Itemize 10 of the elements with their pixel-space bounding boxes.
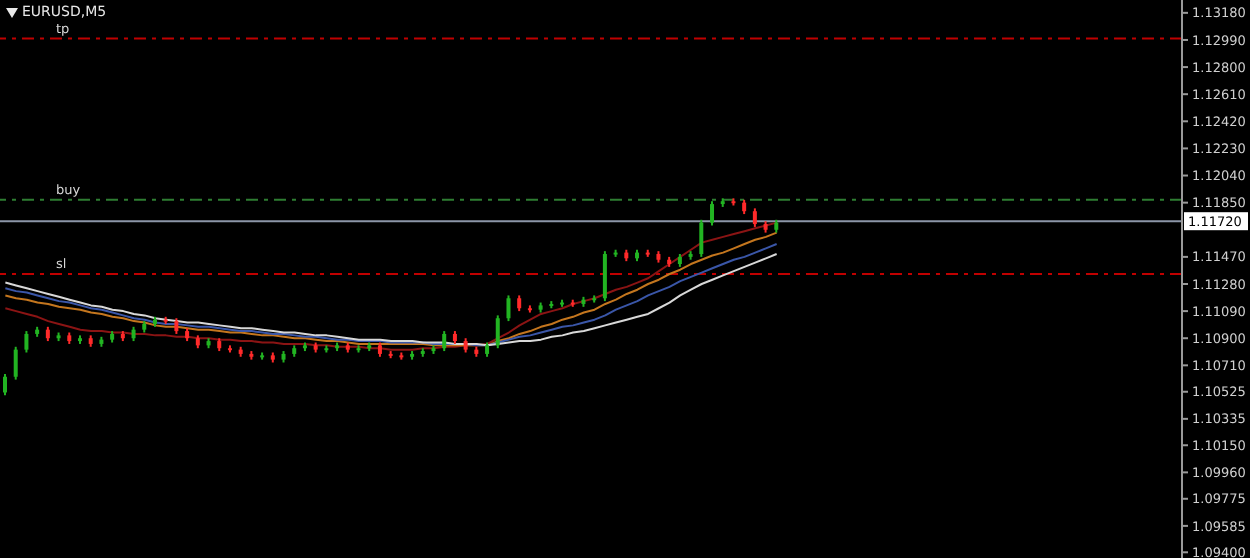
candlestick xyxy=(3,372,7,397)
candlestick xyxy=(506,294,511,323)
candlestick xyxy=(602,250,607,303)
candlestick xyxy=(13,345,18,381)
candlestick xyxy=(442,330,447,353)
candlestick xyxy=(710,200,715,227)
candlestick xyxy=(752,207,757,228)
candlestick xyxy=(24,330,29,354)
candlestick xyxy=(699,218,704,258)
candlestick xyxy=(495,314,500,350)
